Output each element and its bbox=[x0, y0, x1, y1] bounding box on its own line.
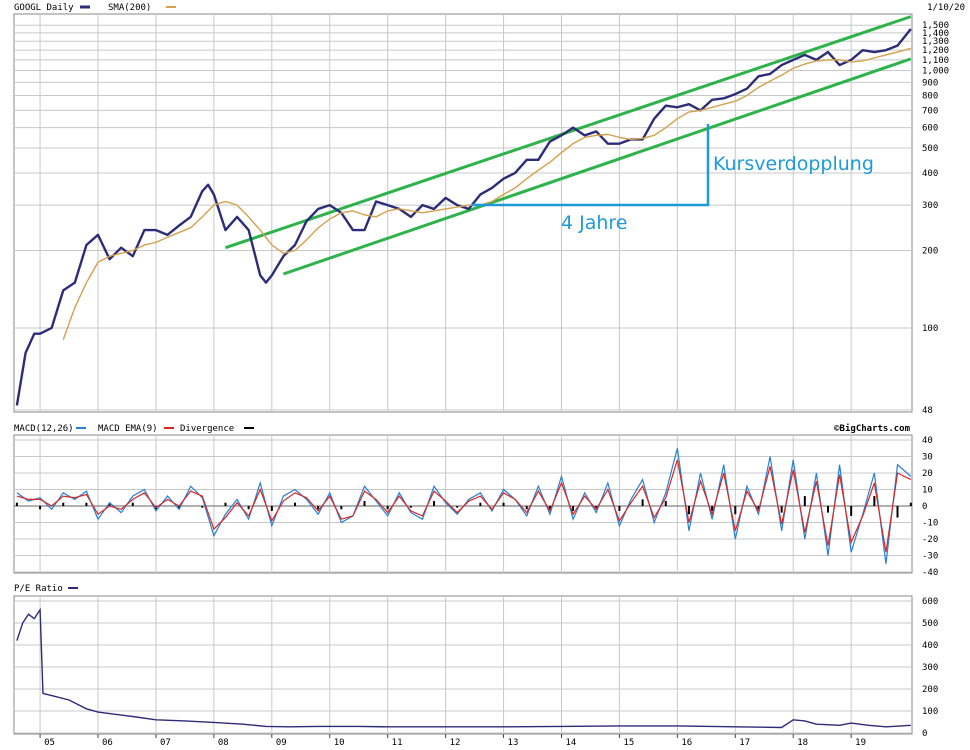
sma-label: SMA(200) bbox=[108, 3, 151, 13]
price-y-tick-label: 400 bbox=[922, 169, 938, 179]
macd-y-tick-label: 0 bbox=[922, 502, 927, 512]
x-tick-label: 10 bbox=[334, 738, 345, 748]
price-y-tick-label: 100 bbox=[922, 324, 938, 334]
pe-y-tick-label: 400 bbox=[922, 641, 938, 651]
price-y-tick-label: 1,300 bbox=[922, 37, 949, 47]
macd-y-tick-label: -30 bbox=[922, 552, 938, 562]
x-tick-label: 08 bbox=[218, 738, 229, 748]
price-y-tick-label: 800 bbox=[922, 91, 938, 101]
price-y-tick-label: 1,500 bbox=[922, 21, 949, 31]
macd-panel bbox=[13, 434, 913, 574]
price-y-tick-label: 500 bbox=[922, 144, 938, 154]
pe-panel-header: P/E Ratio bbox=[14, 584, 78, 594]
price-y-tick-label: 700 bbox=[922, 106, 938, 116]
price-y-tick-label: 48 bbox=[922, 406, 933, 416]
price-line bbox=[15, 28, 912, 406]
x-tick-label: 17 bbox=[739, 738, 750, 748]
macd-y-tick-label: 20 bbox=[922, 469, 933, 479]
macd-ema-line bbox=[16, 459, 912, 553]
x-tick-label: 12 bbox=[450, 738, 461, 748]
macd-y-tick-label: 30 bbox=[922, 453, 933, 463]
macd-y-tick-label: -10 bbox=[922, 519, 938, 529]
price-y-tick-label: 1,400 bbox=[922, 29, 949, 39]
x-tick-label: 18 bbox=[797, 738, 808, 748]
price-gridlines bbox=[14, 14, 912, 412]
x-tick-label: 07 bbox=[160, 738, 171, 748]
price-y-tick-label: 900 bbox=[922, 78, 938, 88]
pe-y-tick-label: 200 bbox=[922, 685, 938, 695]
source-label: ©BigCharts.com bbox=[834, 423, 910, 434]
price-panel-header: GOOGL Daily SMA(200) 1/10/20 bbox=[14, 3, 965, 13]
years-label: 4 Jahre bbox=[561, 212, 628, 234]
pe-y-tick-label: 100 bbox=[922, 707, 938, 717]
pe-y-tick-label: 500 bbox=[922, 619, 938, 629]
divergence-label: Divergence bbox=[180, 424, 234, 434]
price-y-tick-label: 1,200 bbox=[922, 46, 949, 56]
macd-ema-label: MACD EMA(9) bbox=[98, 424, 158, 434]
x-tick-label: 06 bbox=[102, 738, 113, 748]
pe-line bbox=[16, 607, 911, 729]
macd-y-tick-label: 40 bbox=[922, 436, 933, 446]
price-y-tick-label: 300 bbox=[922, 201, 938, 211]
pe-y-tick-label: 300 bbox=[922, 663, 938, 673]
x-tick-label: 13 bbox=[508, 738, 519, 748]
pe-panel bbox=[13, 595, 913, 735]
x-tick-label: 14 bbox=[565, 738, 576, 748]
macd-series-group bbox=[15, 448, 912, 564]
pe-series-group bbox=[16, 607, 911, 729]
price-y-tick-label: 1,000 bbox=[922, 67, 949, 77]
doubling-bracket bbox=[472, 124, 710, 207]
pe-gridlines bbox=[14, 596, 912, 734]
pe-y-axis: 0 100 200 300 400 500 600 bbox=[922, 597, 938, 739]
price-y-tick-label: 1,100 bbox=[922, 56, 949, 66]
x-tick-label: 16 bbox=[681, 738, 692, 748]
x-tick-label: 15 bbox=[623, 738, 634, 748]
x-tick-label: 09 bbox=[276, 738, 287, 748]
pe-y-tick-label: 600 bbox=[922, 597, 938, 607]
kursverdopplung-label: Kursverdopplung bbox=[713, 153, 874, 175]
price-y-axis: 481002003004005006007008009001,0001,1001… bbox=[922, 21, 949, 416]
macd-label: MACD(12,26) bbox=[14, 424, 74, 434]
pe-label: P/E Ratio bbox=[14, 584, 63, 594]
annotation-group: Kursverdopplung 4 Jahre bbox=[472, 124, 874, 234]
macd-y-tick-label: 10 bbox=[922, 486, 933, 496]
channel-lower-line bbox=[282, 57, 912, 276]
x-tick-label: 19 bbox=[855, 738, 866, 748]
x-tick-label: 11 bbox=[392, 738, 403, 748]
macd-y-axis: -40 -30 -20 -10 0 10 20 30 40 bbox=[922, 436, 938, 578]
sma-line bbox=[62, 47, 912, 340]
pe-y-tick-label: 0 bbox=[922, 729, 927, 739]
price-y-tick-label: 200 bbox=[922, 246, 938, 256]
macd-panel-header: MACD(12,26) MACD EMA(9) Divergence ©BigC… bbox=[14, 423, 911, 434]
macd-y-tick-label: -40 bbox=[922, 568, 938, 578]
macd-y-tick-label: -20 bbox=[922, 535, 938, 545]
ticker-label: GOOGL Daily bbox=[14, 3, 74, 13]
price-y-tick-label: 600 bbox=[922, 124, 938, 134]
price-series-group bbox=[15, 28, 912, 406]
x-axis: 05 06 07 08 09 10 11 12 13 14 15 16 17 18 19 bbox=[39, 734, 866, 748]
x-tick-label: 05 bbox=[44, 738, 55, 748]
date-label: 1/10/20 bbox=[927, 3, 965, 13]
